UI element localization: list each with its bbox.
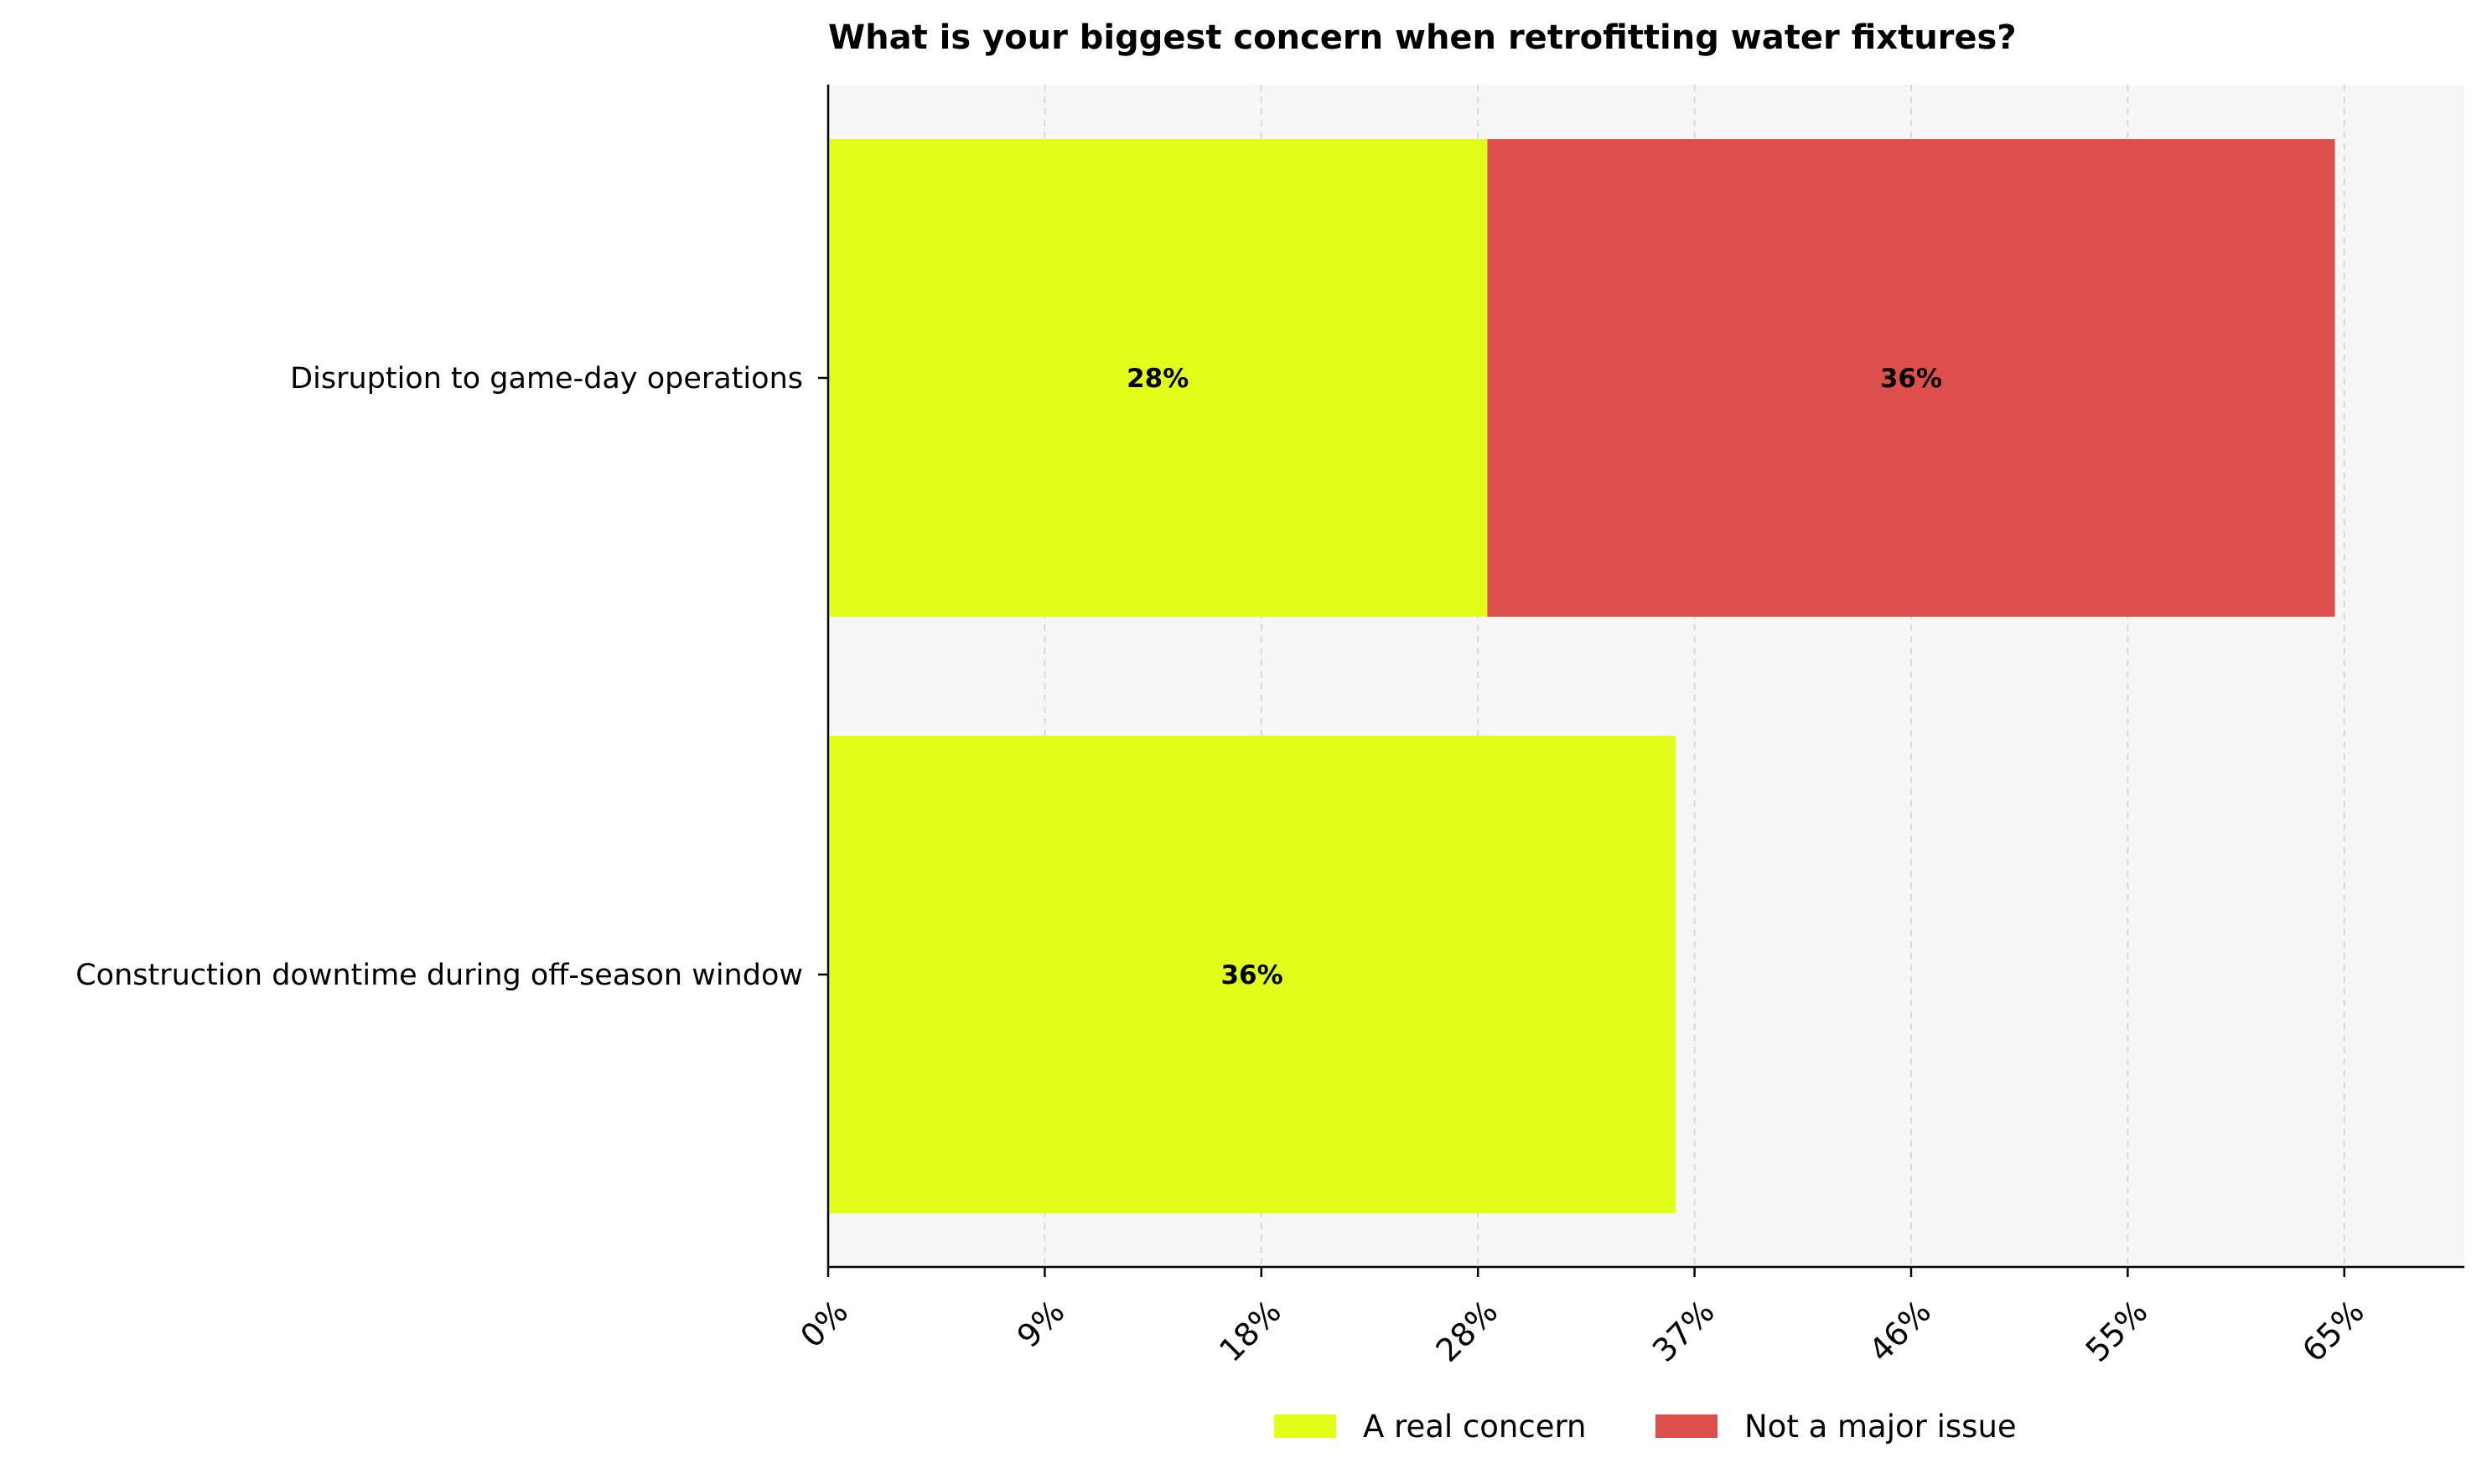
x-tick-label: 46% xyxy=(1862,1293,1938,1369)
x-tick-label: 18% xyxy=(1212,1293,1288,1369)
x-tick-label: 28% xyxy=(1429,1293,1505,1369)
grid-lines xyxy=(1044,85,2345,1267)
bar-segment xyxy=(828,139,1488,617)
x-tick-label: 0% xyxy=(793,1293,855,1355)
bar-value-label: 36% xyxy=(1220,960,1282,990)
x-tick-label: 37% xyxy=(1645,1293,1722,1369)
bar-value-label: 36% xyxy=(1880,364,1942,394)
y-tick-label: Disruption to game-day operations xyxy=(290,362,803,396)
legend-label: A real concern xyxy=(1363,1409,1587,1445)
bar-value-label: 28% xyxy=(1127,364,1189,394)
y-tick-label: Construction downtime during off-season … xyxy=(75,959,803,992)
bar-segment xyxy=(828,736,1676,1213)
bar-segment xyxy=(1487,139,2335,617)
x-tick-label: 65% xyxy=(2295,1293,2371,1369)
chart-title: What is your biggest concern when retrof… xyxy=(828,18,2017,57)
legend-swatch xyxy=(1274,1414,1336,1438)
legend-label: Not a major issue xyxy=(1744,1409,2017,1445)
legend: A real concern Not a major issue xyxy=(1274,1409,2017,1445)
x-tick-label: 55% xyxy=(2079,1293,2155,1369)
legend-swatch xyxy=(1655,1414,1718,1438)
bars: 28% 36% 36% xyxy=(828,139,2335,1213)
x-tick-label: 9% xyxy=(1010,1293,1072,1355)
